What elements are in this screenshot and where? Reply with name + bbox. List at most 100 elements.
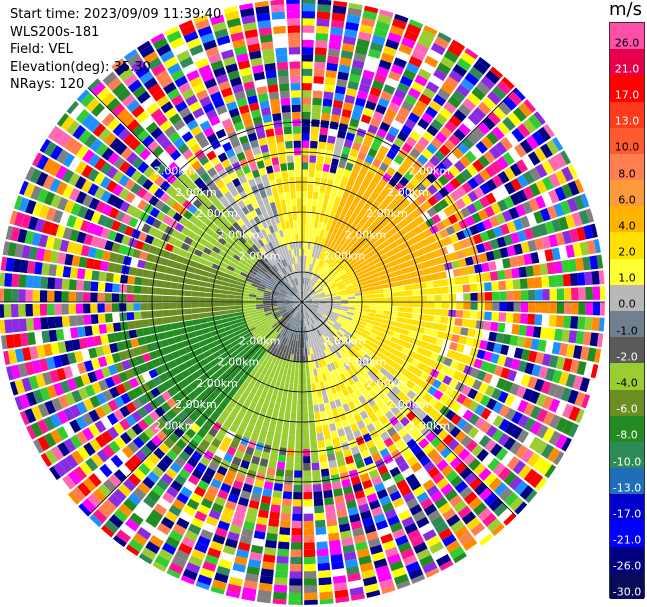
range-gate [312,390,318,398]
range-gate [328,41,342,50]
range-gate [312,198,318,207]
range-gate [232,83,244,94]
range-gate [246,347,255,355]
range-gate [303,506,314,514]
range-gate [318,294,326,298]
range-gate [299,292,302,300]
range-gate [313,368,318,376]
range-gate [293,263,297,271]
range-gate [384,302,392,306]
range-gate [198,138,210,149]
range-gate [537,250,547,263]
range-gate [304,571,317,579]
range-gate [166,449,178,461]
range-gate [229,246,238,254]
range-gate [170,282,178,289]
range-gate [91,270,100,281]
range-gate [247,439,257,449]
range-gate [163,56,178,69]
range-gate [205,297,213,302]
range-gate [330,26,344,36]
range-gate [272,208,279,217]
range-gate [191,450,203,462]
range-gate [232,221,241,231]
range-gate [303,312,306,320]
range-gate [47,277,56,289]
range-gate [398,307,406,313]
range-gate [349,118,360,128]
range-gate [517,123,531,138]
range-gate [302,376,307,385]
range-gate [504,422,517,436]
range-gate [435,256,444,265]
range-gate [331,218,338,227]
range-gate [182,568,198,581]
range-gate [450,519,465,533]
range-gate [29,168,42,184]
range-gate [474,482,488,496]
range-gate [294,286,298,293]
range-gate [237,466,248,476]
range-gate [293,303,300,309]
range-gate [193,486,206,498]
range-gate [185,94,198,107]
range-gate [70,104,85,119]
range-gate [222,210,232,220]
range-gate [366,530,379,541]
range-gate [211,502,224,514]
range-gate [439,323,448,332]
range-gate [202,161,214,172]
range-gate [405,473,418,485]
range-gate [468,66,484,81]
range-gate [401,405,411,416]
range-gate [165,143,177,156]
range-gate [341,302,349,305]
range-gate [401,395,412,406]
range-gate [573,345,583,359]
range-gate [388,227,398,237]
range-gate [340,304,349,307]
range-gate [162,288,170,296]
range-gate [302,304,306,312]
range-gate [281,374,287,383]
range-gate [372,393,381,403]
range-gate [62,227,73,240]
range-gate [335,319,344,325]
range-gate [141,371,152,382]
range-gate [246,366,254,375]
range-gate [319,185,326,194]
range-gate [281,287,288,293]
range-gate [213,258,222,266]
range-gate [213,284,222,290]
range-gate [217,520,230,531]
range-gate [457,103,472,117]
range-gate [245,321,254,327]
range-gate [343,224,351,233]
range-gate [339,222,347,231]
range-gate [347,194,355,203]
range-gate [277,454,286,463]
range-gate [288,280,294,288]
range-gate [296,285,300,293]
range-gate [7,242,17,257]
range-gate [375,371,385,380]
range-gate [26,260,36,274]
range-gate [420,238,430,248]
range-gate [208,391,219,401]
range-gate [392,349,401,357]
range-gate [517,229,527,242]
range-gate [383,420,393,431]
range-gate [317,309,325,313]
range-gate [247,95,258,105]
range-gate [43,343,53,357]
range-gate [412,338,422,347]
range-gate [480,136,494,150]
range-gate [340,306,348,309]
range-gate [389,25,405,37]
range-gate [251,244,259,252]
range-gate [411,358,421,368]
range-gate [346,178,355,188]
range-gate [354,134,364,145]
range-gate [259,247,266,255]
range-gate [304,277,307,285]
